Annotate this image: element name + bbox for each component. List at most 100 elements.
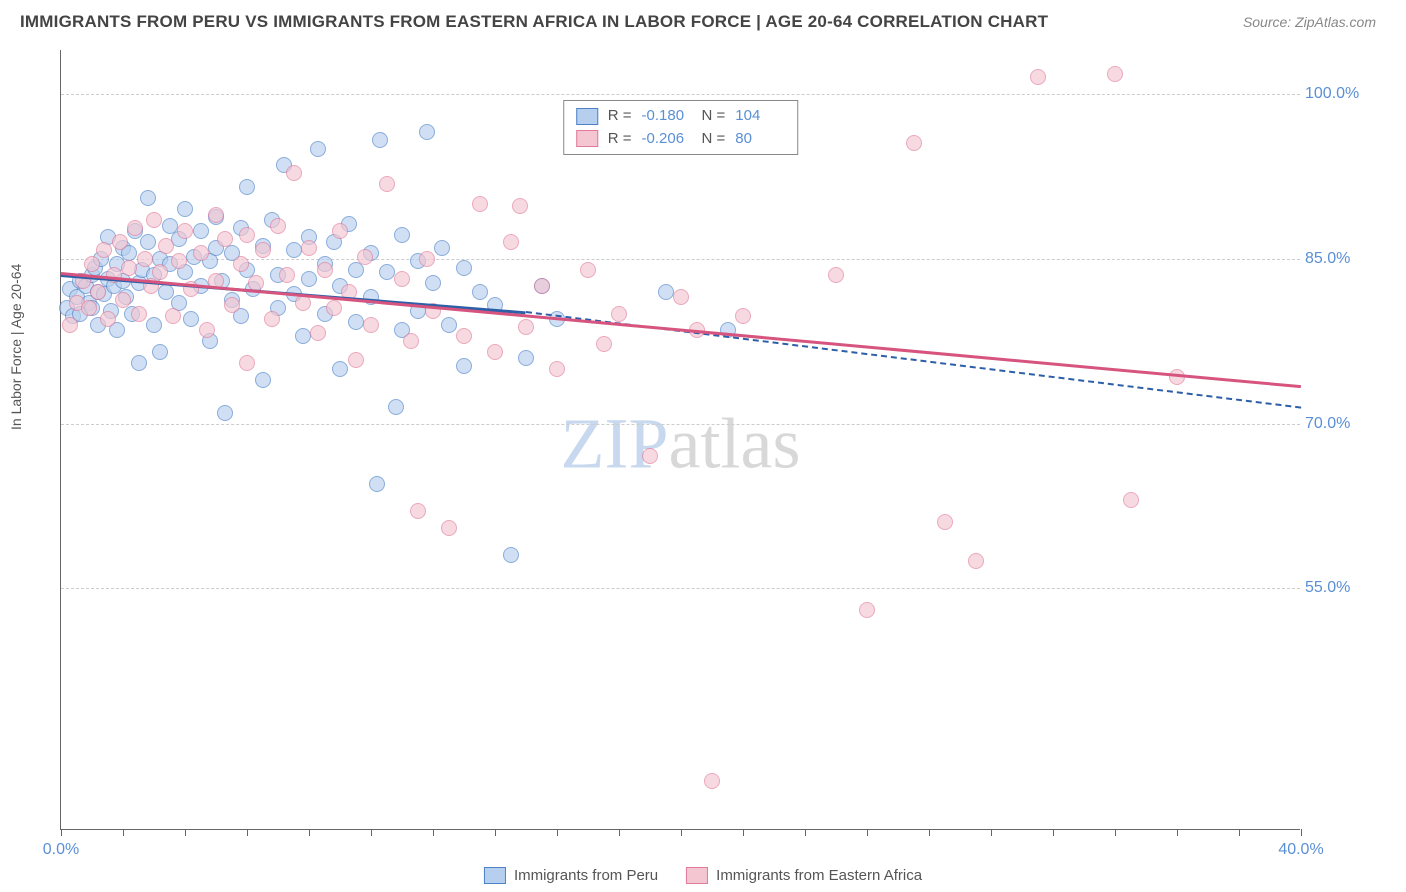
data-point	[131, 355, 147, 371]
data-point	[518, 350, 534, 366]
data-point	[121, 260, 137, 276]
x-tick	[743, 829, 744, 836]
data-point	[357, 249, 373, 265]
gridline	[61, 94, 1300, 95]
data-point	[137, 251, 153, 267]
data-point	[208, 207, 224, 223]
data-point	[472, 284, 488, 300]
data-point	[224, 297, 240, 313]
legend-row: R =-0.180N =104	[576, 105, 786, 128]
data-point	[171, 253, 187, 269]
legend-r-label: R =	[608, 128, 632, 151]
data-point	[81, 300, 97, 316]
legend-r-label: R =	[608, 105, 632, 128]
data-point	[549, 361, 565, 377]
x-tick	[991, 829, 992, 836]
data-point	[388, 399, 404, 415]
x-tick	[619, 829, 620, 836]
watermark-icon: ZIP	[561, 403, 669, 483]
plot-area: ZIPatlas R =-0.180N =104R =-0.206N =80 5…	[60, 50, 1300, 830]
x-tick	[371, 829, 372, 836]
data-point	[348, 352, 364, 368]
data-point	[379, 176, 395, 192]
data-point	[503, 234, 519, 250]
x-tick	[61, 829, 62, 836]
data-point	[642, 448, 658, 464]
data-point	[456, 358, 472, 374]
data-point	[441, 520, 457, 536]
data-point	[441, 317, 457, 333]
data-point	[146, 212, 162, 228]
x-tick	[557, 829, 558, 836]
data-point	[112, 234, 128, 250]
data-point	[326, 300, 342, 316]
data-point	[84, 256, 100, 272]
series-name: Immigrants from Eastern Africa	[716, 867, 922, 884]
y-axis-label: In Labor Force | Age 20-64	[8, 264, 24, 430]
x-tick	[309, 829, 310, 836]
data-point	[611, 306, 627, 322]
x-tick	[247, 829, 248, 836]
data-point	[906, 135, 922, 151]
legend-row: R =-0.206N =80	[576, 128, 786, 151]
data-point	[146, 317, 162, 333]
data-point	[968, 553, 984, 569]
data-point	[937, 514, 953, 530]
data-point	[158, 238, 174, 254]
data-point	[217, 405, 233, 421]
x-tick	[1115, 829, 1116, 836]
y-tick-label: 100.0%	[1305, 85, 1375, 103]
x-tick	[185, 829, 186, 836]
legend-swatch-icon	[576, 130, 598, 147]
data-point	[317, 262, 333, 278]
x-tick	[123, 829, 124, 836]
x-tick	[929, 829, 930, 836]
x-tick-label: 0.0%	[43, 841, 79, 859]
data-point	[233, 256, 249, 272]
data-point	[295, 328, 311, 344]
x-tick	[867, 829, 868, 836]
data-point	[472, 196, 488, 212]
data-point	[673, 289, 689, 305]
data-point	[217, 231, 233, 247]
gridline	[61, 588, 1300, 589]
data-point	[1030, 69, 1046, 85]
data-point	[62, 317, 78, 333]
legend-n-label: N =	[702, 105, 726, 128]
data-point	[286, 165, 302, 181]
x-tick	[495, 829, 496, 836]
data-point	[100, 311, 116, 327]
data-point	[456, 328, 472, 344]
data-point	[310, 141, 326, 157]
data-point	[735, 308, 751, 324]
chart-title: IMMIGRANTS FROM PERU VS IMMIGRANTS FROM …	[20, 12, 1048, 32]
watermark: ZIPatlas	[561, 402, 801, 485]
data-point	[403, 333, 419, 349]
data-point	[534, 278, 550, 294]
data-point	[434, 240, 450, 256]
data-point	[255, 242, 271, 258]
x-tick	[805, 829, 806, 836]
data-point	[131, 306, 147, 322]
data-point	[127, 220, 143, 236]
legend-n-value: 104	[735, 105, 785, 128]
data-point	[487, 344, 503, 360]
data-point	[410, 503, 426, 519]
data-point	[1123, 492, 1139, 508]
y-tick-label: 55.0%	[1305, 579, 1375, 597]
x-tick	[433, 829, 434, 836]
legend-n-label: N =	[702, 128, 726, 151]
data-point	[419, 124, 435, 140]
data-point	[394, 227, 410, 243]
data-point	[255, 372, 271, 388]
data-point	[596, 336, 612, 352]
data-point	[379, 264, 395, 280]
data-point	[140, 190, 156, 206]
x-tick	[1177, 829, 1178, 836]
data-point	[193, 223, 209, 239]
data-point	[301, 271, 317, 287]
data-point	[140, 234, 156, 250]
legend-swatch-icon	[686, 867, 708, 884]
source-label: Source: ZipAtlas.com	[1243, 14, 1376, 30]
correlation-legend: R =-0.180N =104R =-0.206N =80	[563, 100, 799, 155]
